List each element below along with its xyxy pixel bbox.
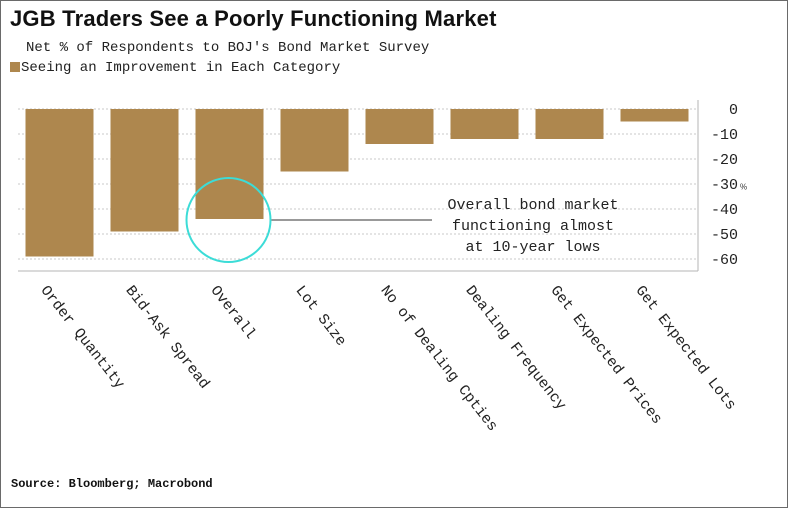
bar <box>195 109 264 219</box>
bar <box>365 109 434 144</box>
y-tick-label: -30 <box>711 177 738 194</box>
x-tick-label: Lot Size <box>292 283 350 350</box>
bar <box>110 109 179 232</box>
y-unit-label: % <box>740 183 747 192</box>
bar <box>25 109 94 257</box>
bar <box>450 109 519 139</box>
y-tick-label: 0 <box>729 102 738 119</box>
chart-title: JGB Traders See a Poorly Functioning Mar… <box>10 6 497 31</box>
legend-swatch <box>10 62 20 72</box>
chart-subtitle: Net % of Respondents to BOJ's Bond Marke… <box>26 40 430 56</box>
x-tick-label: Order Quantity <box>37 283 128 393</box>
y-tick-label: -60 <box>711 252 738 269</box>
annotation-text: Overall bond market <box>447 197 618 214</box>
bar <box>620 109 689 122</box>
x-tick-label: Bid-Ask Spread <box>122 283 213 393</box>
highlight-circle <box>185 177 272 263</box>
y-tick-label: -40 <box>711 202 738 219</box>
annotation-text: at 10-year lows <box>465 239 600 256</box>
legend-label: Seeing an Improvement in Each Category <box>21 60 341 76</box>
bar <box>535 109 604 139</box>
bar <box>280 109 349 172</box>
y-tick-label: -20 <box>711 152 738 169</box>
legend: Seeing an Improvement in Each Category <box>10 60 340 76</box>
y-tick-label: -50 <box>711 227 738 244</box>
annotation-text: functioning almost <box>452 218 614 235</box>
y-tick-label: -10 <box>711 127 738 144</box>
x-tick-label: Overall <box>207 283 259 343</box>
source-note: Source: Bloomberg; Macrobond <box>11 477 213 491</box>
